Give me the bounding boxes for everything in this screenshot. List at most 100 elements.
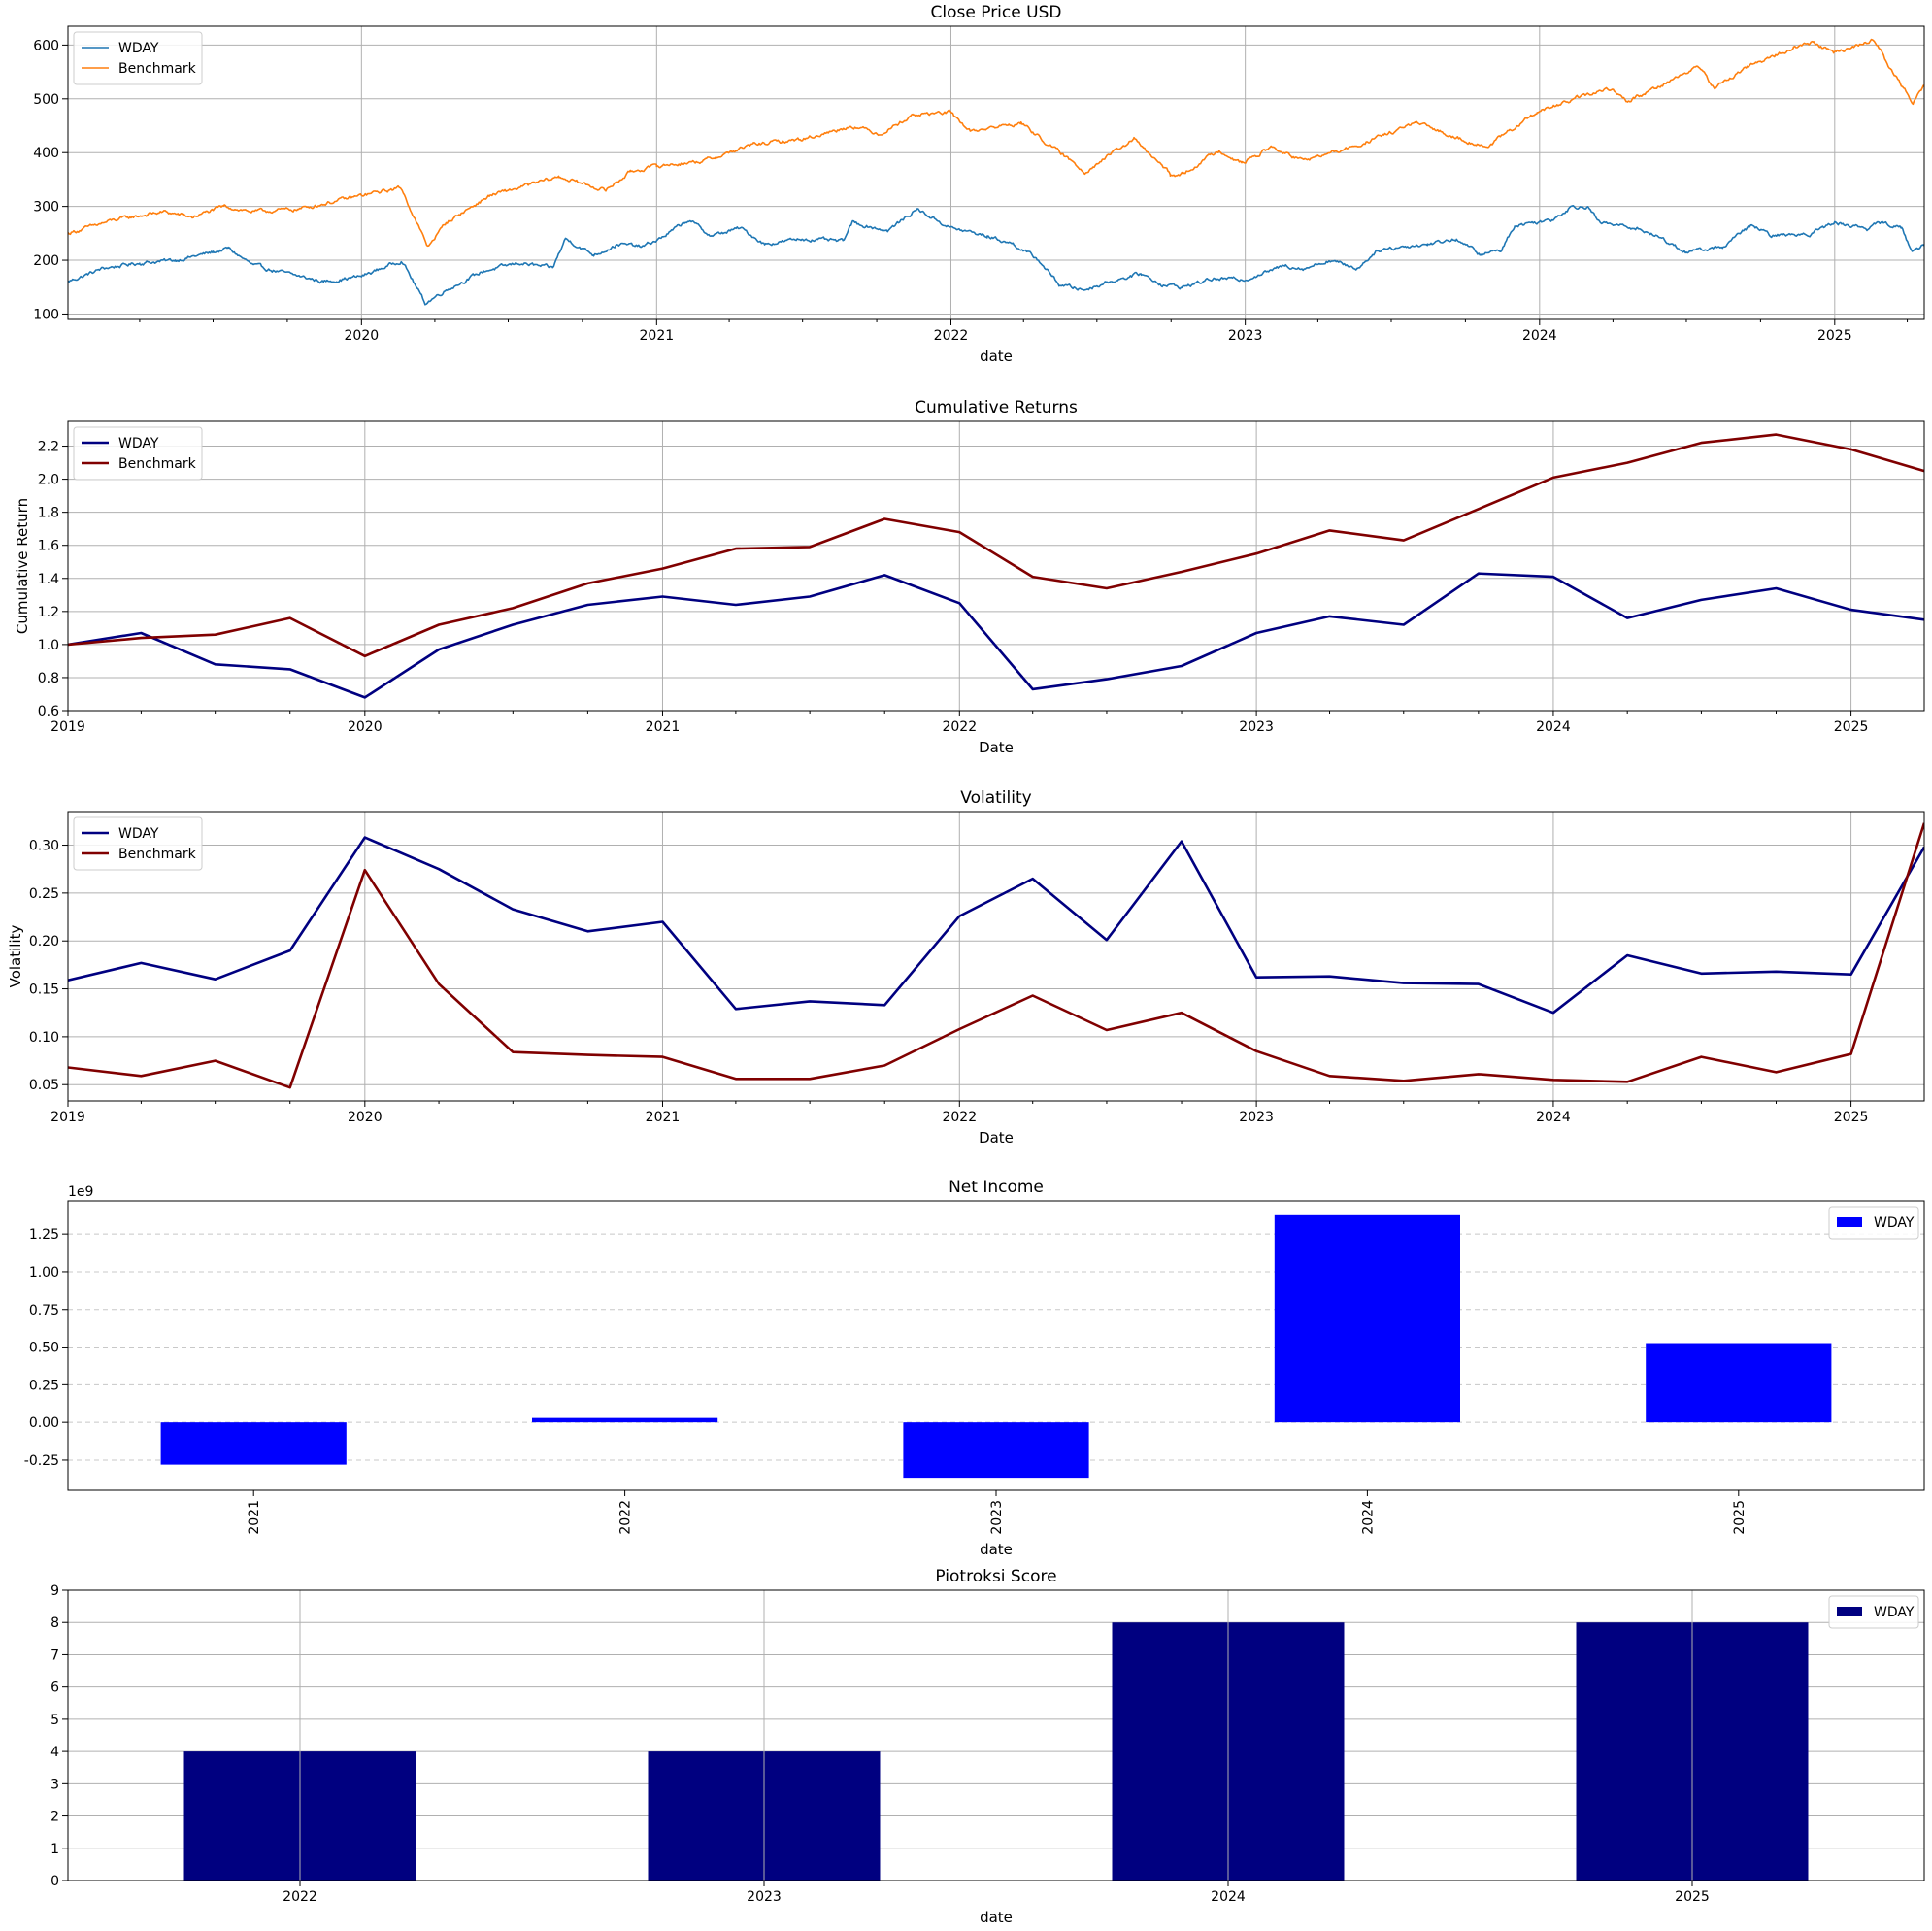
y-tick-label: 200: [33, 253, 59, 269]
y-tick-label: 500: [33, 92, 59, 108]
chart-title: Close Price USD: [931, 3, 1062, 22]
legend-label: WDAY: [118, 436, 159, 451]
x-tick-label: 2023: [989, 1500, 1005, 1535]
x-tick-label: 2025: [1817, 328, 1852, 344]
chart-volatility: 2019 2020 2021 2022 2023 2024 2025 0.05 0.10 0.15…: [7, 788, 1925, 1147]
y-tick-label: 0: [50, 1874, 59, 1889]
x-axis-label: Date: [979, 1129, 1014, 1147]
y-tick-label: 0.30: [29, 839, 59, 854]
y-tick-label: 2.2: [38, 440, 59, 455]
plot-frame: [67, 811, 1925, 1102]
legend: WDAY: [1828, 1595, 1919, 1629]
y-offset-label: 1e9: [68, 1184, 93, 1200]
y-tick-label: -0.25: [24, 1453, 59, 1469]
bar-2025: [1646, 1343, 1832, 1423]
legend: WDAY: [1828, 1206, 1919, 1240]
y-tick-label: 2: [50, 1810, 59, 1825]
y-tick-label: 1: [50, 1842, 59, 1857]
plot-frame: [67, 420, 1925, 712]
x-tick-label: 2023: [747, 1889, 782, 1905]
series-line-wday: [68, 836, 1924, 1015]
x-tick-label: 2020: [348, 1110, 383, 1125]
x-tick-label: 2021: [646, 719, 681, 735]
legend: WDAY Benchmark: [73, 816, 203, 871]
x-tick-label: 2022: [934, 328, 969, 344]
x-tick-label: 2021: [646, 1110, 681, 1125]
x-tick-label: 2024: [1360, 1500, 1376, 1535]
y-tick-label: 4: [50, 1745, 59, 1760]
legend-label: Benchmark: [118, 847, 197, 862]
x-tick-label: 2020: [348, 719, 383, 735]
legend-swatch: [1837, 1607, 1862, 1616]
y-tick-label: 600: [33, 38, 59, 53]
legend-frame: [1828, 1206, 1919, 1240]
plot-frame: [67, 1200, 1925, 1491]
x-tick-label: 2023: [1239, 1110, 1274, 1125]
y-tick-label: 3: [50, 1777, 59, 1792]
y-tick-label: 0.25: [29, 886, 59, 902]
x-tick-label: 2021: [247, 1500, 262, 1535]
legend-label: WDAY: [118, 41, 159, 56]
y-axis-label: Volatility: [7, 924, 24, 987]
legend-label: WDAY: [1874, 1215, 1915, 1231]
x-tick-label: 2024: [1536, 719, 1571, 735]
y-tick-label: 0.50: [29, 1341, 59, 1356]
x-tick-label: 2024: [1536, 1110, 1571, 1125]
x-tick-label: 2022: [942, 719, 977, 735]
y-tick-label: 5: [50, 1713, 59, 1728]
y-tick-label: 100: [33, 307, 59, 322]
legend-frame: [73, 31, 203, 85]
y-tick-label: 1.2: [38, 605, 59, 620]
x-tick-label: 2025: [1675, 1889, 1710, 1905]
bar-2024: [1274, 1214, 1460, 1423]
y-axis-label: Cumulative Return: [14, 498, 31, 634]
series-line-benchmark: [68, 822, 1924, 1089]
x-tick-label: 2025: [1834, 1110, 1869, 1125]
y-tick-label: 6: [50, 1681, 59, 1696]
chart-title: Cumulative Returns: [915, 398, 1078, 417]
legend-label: WDAY: [118, 826, 159, 842]
y-tick-label: 0.00: [29, 1415, 59, 1431]
y-tick-label: 300: [33, 200, 59, 216]
x-tick-label: 2025: [1834, 719, 1869, 735]
y-tick-label: 0.15: [29, 982, 59, 998]
x-axis-label: Date: [979, 739, 1014, 756]
chart-close-price: 2020 2021 2022 2023 2024 2025 100 200 300 400 500 6…: [33, 3, 1925, 365]
y-tick-label: 2.0: [38, 473, 59, 488]
legend: WDAY Benchmark: [73, 31, 203, 85]
y-tick-label: 1.25: [29, 1227, 59, 1243]
x-tick-label: 2021: [640, 328, 675, 344]
x-tick-label: 2022: [618, 1500, 634, 1535]
y-tick-label: 0.20: [29, 934, 59, 949]
legend-frame: [73, 426, 203, 481]
series-line-benchmark: [68, 38, 1924, 248]
y-tick-label: 0.25: [29, 1378, 59, 1393]
x-tick-label: 2024: [1522, 328, 1557, 344]
legend-swatch: [1837, 1217, 1862, 1227]
x-tick-label: 2025: [1732, 1500, 1748, 1535]
series-line-wday: [68, 572, 1924, 699]
legend-label: Benchmark: [118, 456, 197, 472]
y-tick-label: 7: [50, 1648, 59, 1663]
chart-title: Piotroksi Score: [935, 1567, 1056, 1586]
y-tick-label: 1.4: [38, 572, 59, 587]
y-tick-label: 0.05: [29, 1078, 59, 1093]
chart-piotroski-score: 0 1 2 3 4 5 6 7 8 9 2022 2023 2024 2025 Piotroksi Scor…: [50, 1567, 1925, 1926]
x-tick-label: 2022: [283, 1889, 317, 1905]
bar-2022: [532, 1417, 718, 1423]
y-tick-label: 1.00: [29, 1265, 59, 1281]
y-tick-label: 9: [50, 1583, 59, 1599]
legend-frame: [73, 816, 203, 871]
chart-cumulative-returns: 2019 2020 2021 2022 2023 2024 2025 0.6 0.8 1.0 1.2…: [14, 398, 1925, 756]
plot-frame: [67, 25, 1925, 320]
plot-frame: [67, 1589, 1925, 1881]
y-tick-label: 8: [50, 1615, 59, 1631]
x-axis-label: date: [980, 1541, 1013, 1558]
x-tick-label: 2019: [50, 1110, 85, 1125]
x-tick-label: 2023: [1239, 719, 1274, 735]
x-tick-label: 2023: [1228, 328, 1263, 344]
y-tick-label: 0.8: [38, 671, 59, 686]
series-line-wday: [68, 205, 1924, 306]
x-tick-label: 2022: [942, 1110, 977, 1125]
